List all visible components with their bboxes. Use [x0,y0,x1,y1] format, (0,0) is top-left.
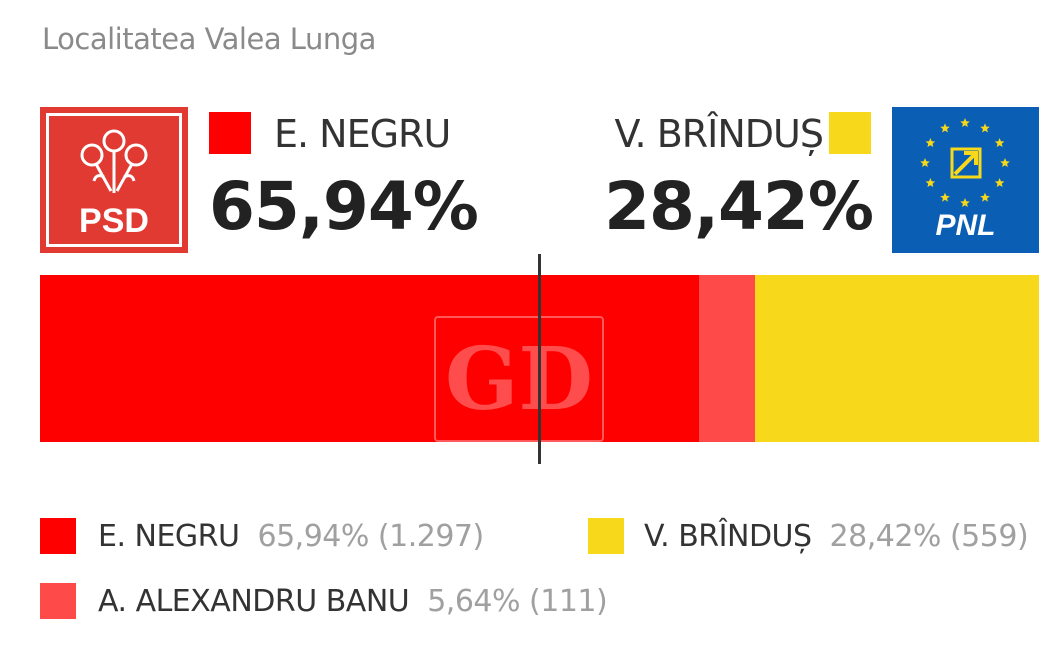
pnl-logo-text: PNL [935,209,996,242]
star-icon [980,192,990,202]
star-icon [925,138,936,147]
star-icon [920,158,930,167]
watermark-logo: GD [434,316,604,442]
left-candidate-percent: 65,94% [209,168,479,245]
bar-segment [40,275,699,442]
bar-segment [755,275,1039,442]
star-icon [1000,158,1010,167]
legend-value: 65,94% (1.297) [257,518,484,554]
bar-segment [698,275,756,442]
star-icon [960,118,970,127]
legend-value: 28,42% (559) [829,518,1029,554]
star-icon [960,198,970,207]
rose-icon [80,129,148,193]
legend-item: E. NEGRU 65,94% (1.297) [40,518,484,554]
legend-swatch [588,518,624,554]
legend-name: A. ALEXANDRU BANU [98,583,410,619]
right-candidate-percent: 28,42% [604,168,874,245]
star-icon [980,123,990,133]
results-stacked-bar [40,275,1039,442]
star-icon [994,138,1005,147]
legend-name: E. NEGRU [98,518,240,554]
left-candidate-swatch [209,112,251,154]
legend-swatch [40,518,76,554]
star-icon [994,178,1005,187]
psd-logo: PSD [40,107,188,253]
star-icon [925,178,936,187]
legend-value: 5,64% (111) [427,583,608,619]
psd-logo-text: PSD [79,202,149,240]
location-subtitle: Localitatea Valea Lunga [42,22,376,56]
legend-swatch [40,583,76,619]
legend-item: V. BRÎNDUȘ 28,42% (559) [588,518,1029,554]
legend-item: A. ALEXANDRU BANU 5,64% (111) [40,583,608,619]
pnl-star-circle-icon [920,118,1010,207]
legend-name: V. BRÎNDUȘ [644,518,812,554]
star-icon [940,192,950,202]
left-candidate-name: E. NEGRU [274,112,451,156]
right-candidate-swatch [829,112,871,154]
majority-marker-line [538,254,541,464]
right-candidate-name: V. BRÎNDUȘ [614,112,824,156]
star-icon [940,123,950,133]
pnl-logo: PNL [892,107,1039,253]
